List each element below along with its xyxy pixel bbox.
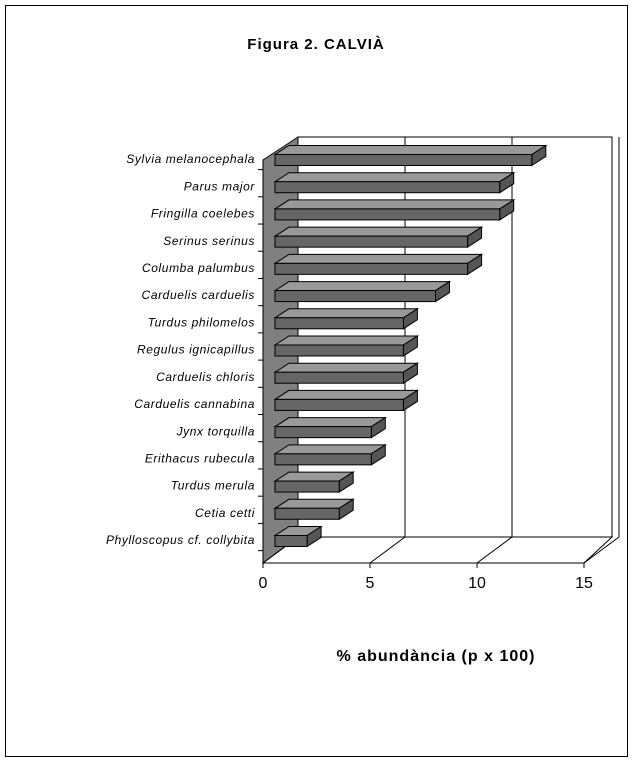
bar-front xyxy=(274,235,469,248)
x-tick-label: 15 xyxy=(575,575,593,592)
bar-top xyxy=(273,281,452,292)
bar-front xyxy=(274,317,404,330)
bar-front xyxy=(274,371,404,384)
grid-line xyxy=(476,536,513,564)
grid-line xyxy=(369,536,406,564)
bar-top xyxy=(273,444,388,455)
bar-top xyxy=(273,389,420,400)
bar-front xyxy=(274,453,372,466)
category-label: Jynx torquilla xyxy=(176,424,255,438)
x-axis-title: % abundància (p x 100) xyxy=(337,648,536,665)
bar-top xyxy=(273,362,420,373)
bar xyxy=(273,498,355,521)
bar-top xyxy=(273,335,420,346)
category-label: Columba palumbus xyxy=(142,261,255,275)
bar xyxy=(273,443,388,466)
x-tick-label: 10 xyxy=(468,575,486,592)
bar-top xyxy=(273,308,420,319)
grid-line xyxy=(583,536,620,564)
x-tick-label: 0 xyxy=(259,575,268,592)
x-tick-label: 5 xyxy=(366,575,375,592)
bar-top xyxy=(273,226,484,237)
category-label: Turdus merula xyxy=(171,479,255,493)
bar-front xyxy=(274,344,404,357)
category-label: Carduelis cannabina xyxy=(134,397,255,411)
category-label: Carduelis carduelis xyxy=(142,288,255,302)
bar xyxy=(273,171,516,194)
bar xyxy=(273,226,484,249)
bar-front xyxy=(274,154,533,166)
bar-front xyxy=(274,290,436,303)
bar-top xyxy=(273,145,548,155)
bar-top xyxy=(273,199,516,210)
bar xyxy=(273,525,323,548)
bar xyxy=(273,335,420,357)
category-label: Parus major xyxy=(184,179,256,193)
category-label: Regulus ignicapillus xyxy=(137,343,255,357)
category-label: Serinus serinus xyxy=(163,234,255,248)
bar-front xyxy=(274,426,372,439)
bar xyxy=(273,144,548,167)
bar xyxy=(273,253,484,276)
bar xyxy=(273,416,388,439)
bar xyxy=(273,362,420,385)
bar-front xyxy=(274,507,340,520)
category-label: Sylvia melanocephala xyxy=(126,152,255,166)
category-label: Phylloscopus cf. collybita xyxy=(106,533,255,547)
bar xyxy=(273,471,355,493)
bar xyxy=(273,280,452,303)
frame xyxy=(5,5,628,757)
bar xyxy=(273,307,420,330)
bar-top xyxy=(273,253,484,264)
category-label: Carduelis chloris xyxy=(156,370,255,384)
category-label: Turdus philomelos xyxy=(148,315,255,329)
bar-front xyxy=(274,398,404,411)
category-label: Erithacus rubecula xyxy=(145,452,255,466)
bar xyxy=(273,389,420,412)
bar-top xyxy=(273,417,388,428)
bar xyxy=(273,199,516,221)
bar-front xyxy=(274,535,308,547)
bar-top xyxy=(273,172,516,183)
chart-title: Figura 2. CALVIÀ xyxy=(247,36,384,53)
category-label: Cetia cetti xyxy=(195,506,255,520)
bar-front xyxy=(274,262,469,275)
bar-front xyxy=(274,480,340,493)
bar-front xyxy=(274,181,501,194)
category-label: Fringilla coelebes xyxy=(151,207,255,221)
bar-front xyxy=(274,208,501,221)
